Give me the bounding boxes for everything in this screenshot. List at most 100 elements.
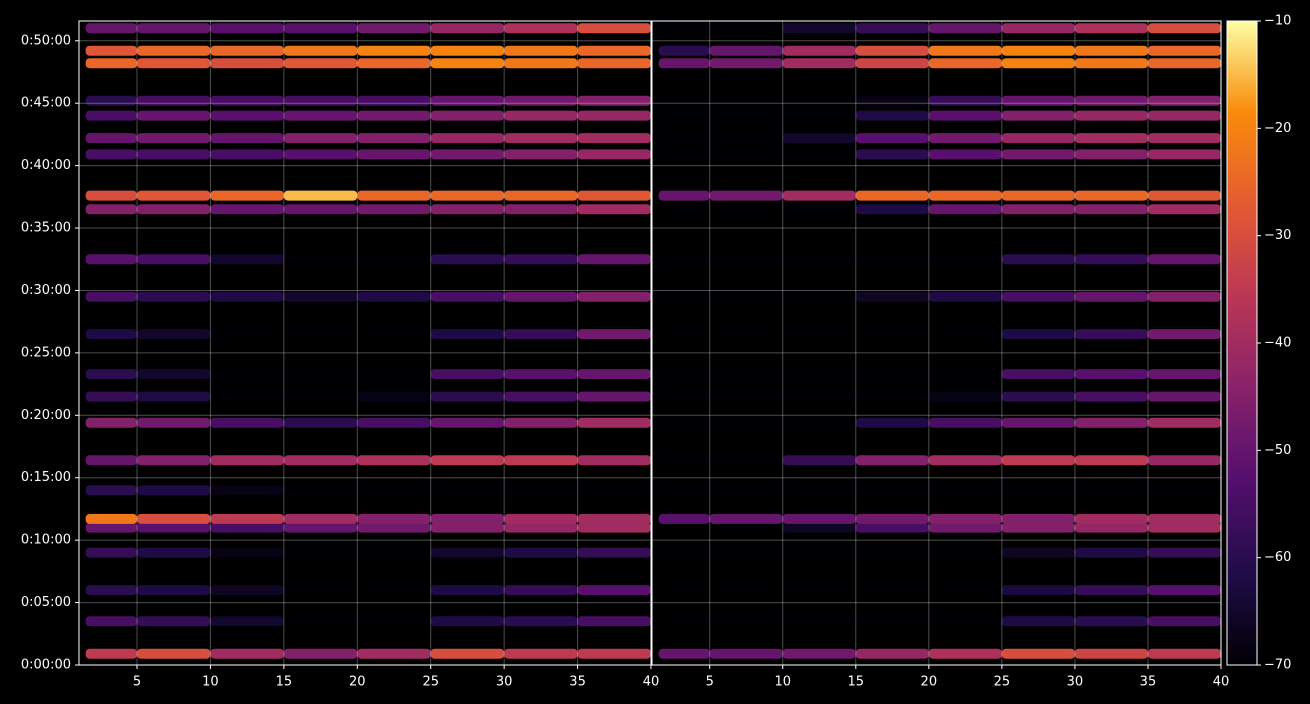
heat-cell [1001, 291, 1075, 302]
colorbar-tick-label: −20 [1264, 121, 1291, 136]
heat-cell [430, 547, 505, 558]
y-tick-label: 0:35:00 [21, 221, 71, 236]
heat-cell [1147, 417, 1221, 428]
heat-cell [1074, 616, 1148, 627]
heat-cell [658, 329, 710, 340]
heat-cell [709, 110, 783, 121]
heat-cell [1074, 58, 1148, 69]
colorbar-tick-label: −70 [1264, 658, 1291, 673]
heat-cell [577, 58, 651, 69]
heat-cell [357, 547, 431, 558]
heat-cell [1074, 391, 1148, 402]
heat-cell [855, 329, 929, 340]
heat-cell [210, 369, 284, 380]
x-tick-label: 20 [349, 675, 366, 690]
heat-cell [1074, 149, 1148, 160]
heat-cell [782, 522, 856, 533]
heat-cell [504, 455, 578, 466]
heat-cell [210, 110, 284, 121]
heat-cell [928, 204, 1002, 215]
y-tick-label: 0:30:00 [21, 283, 71, 298]
heat-cell [855, 648, 929, 659]
heat-cell [137, 23, 211, 34]
panel-frame [78, 20, 652, 666]
x-tick-label: 25 [994, 675, 1011, 690]
heat-cell [504, 329, 578, 340]
heat-cell [283, 110, 358, 121]
heat-cell [283, 254, 358, 265]
heat-cell [855, 58, 929, 69]
heat-cell [210, 291, 284, 302]
heat-cell [1147, 254, 1221, 265]
heat-cell [577, 616, 651, 627]
heat-cell [430, 585, 505, 596]
x-tick-label: 35 [569, 675, 586, 690]
heat-cell [782, 547, 856, 558]
heat-cell [283, 95, 358, 106]
heat-cell [658, 133, 710, 144]
heat-cell [577, 204, 651, 215]
heat-cell [855, 291, 929, 302]
heat-cell [577, 149, 651, 160]
heat-cell [577, 455, 651, 466]
heat-cell [85, 190, 138, 201]
heat-cell [782, 391, 856, 402]
heat-cell [357, 149, 431, 160]
heat-cell [1147, 133, 1221, 144]
heat-cell [1001, 391, 1075, 402]
heat-cell [210, 648, 284, 659]
heat-cell [709, 95, 783, 106]
heat-cell [855, 417, 929, 428]
heat-cell [1074, 23, 1148, 34]
heat-cell [855, 190, 929, 201]
heat-cell [1001, 417, 1075, 428]
heat-cell [504, 291, 578, 302]
heat-cell [928, 485, 1002, 496]
heat-cell [928, 455, 1002, 466]
heat-cell [709, 455, 783, 466]
heat-cell [928, 254, 1002, 265]
heat-cell [1147, 585, 1221, 596]
heat-cell [782, 455, 856, 466]
y-tick-label: 0:45:00 [21, 96, 71, 111]
heat-cell [1001, 455, 1075, 466]
heat-cell [658, 149, 710, 160]
heat-cell [430, 149, 505, 160]
heat-cell [855, 547, 929, 558]
heat-cell [1074, 485, 1148, 496]
heat-cell [1147, 58, 1221, 69]
heat-cell [430, 417, 505, 428]
heat-cell [1074, 45, 1148, 56]
x-tick-label: 40 [643, 675, 660, 690]
heat-cell [430, 391, 505, 402]
heat-cell [658, 485, 710, 496]
heat-cell [577, 522, 651, 533]
heat-cell [283, 455, 358, 466]
x-tick-label: 20 [921, 675, 938, 690]
heat-cell [85, 133, 138, 144]
heat-cell [658, 417, 710, 428]
heat-cell [782, 58, 856, 69]
y-tick-label: 0:40:00 [21, 158, 71, 173]
heat-cell [658, 190, 710, 201]
heat-cell [782, 110, 856, 121]
heat-cell [1074, 110, 1148, 121]
heat-cell [137, 648, 211, 659]
heat-cell [658, 391, 710, 402]
heat-cell [504, 133, 578, 144]
heat-cell [709, 513, 783, 524]
heat-cell [357, 417, 431, 428]
heat-cell [709, 254, 783, 265]
heat-cell [1001, 95, 1075, 106]
heat-cell [855, 369, 929, 380]
heat-cell [1001, 149, 1075, 160]
heat-cell [357, 485, 431, 496]
heat-cell [283, 190, 358, 201]
heat-cell [504, 513, 578, 524]
heat-cell [928, 522, 1002, 533]
heat-cell [855, 149, 929, 160]
colorbar-tick-label: −40 [1264, 336, 1291, 351]
panel-frame [651, 20, 1222, 666]
colorbar-tick-label: −10 [1264, 14, 1291, 29]
heat-cell [709, 329, 783, 340]
